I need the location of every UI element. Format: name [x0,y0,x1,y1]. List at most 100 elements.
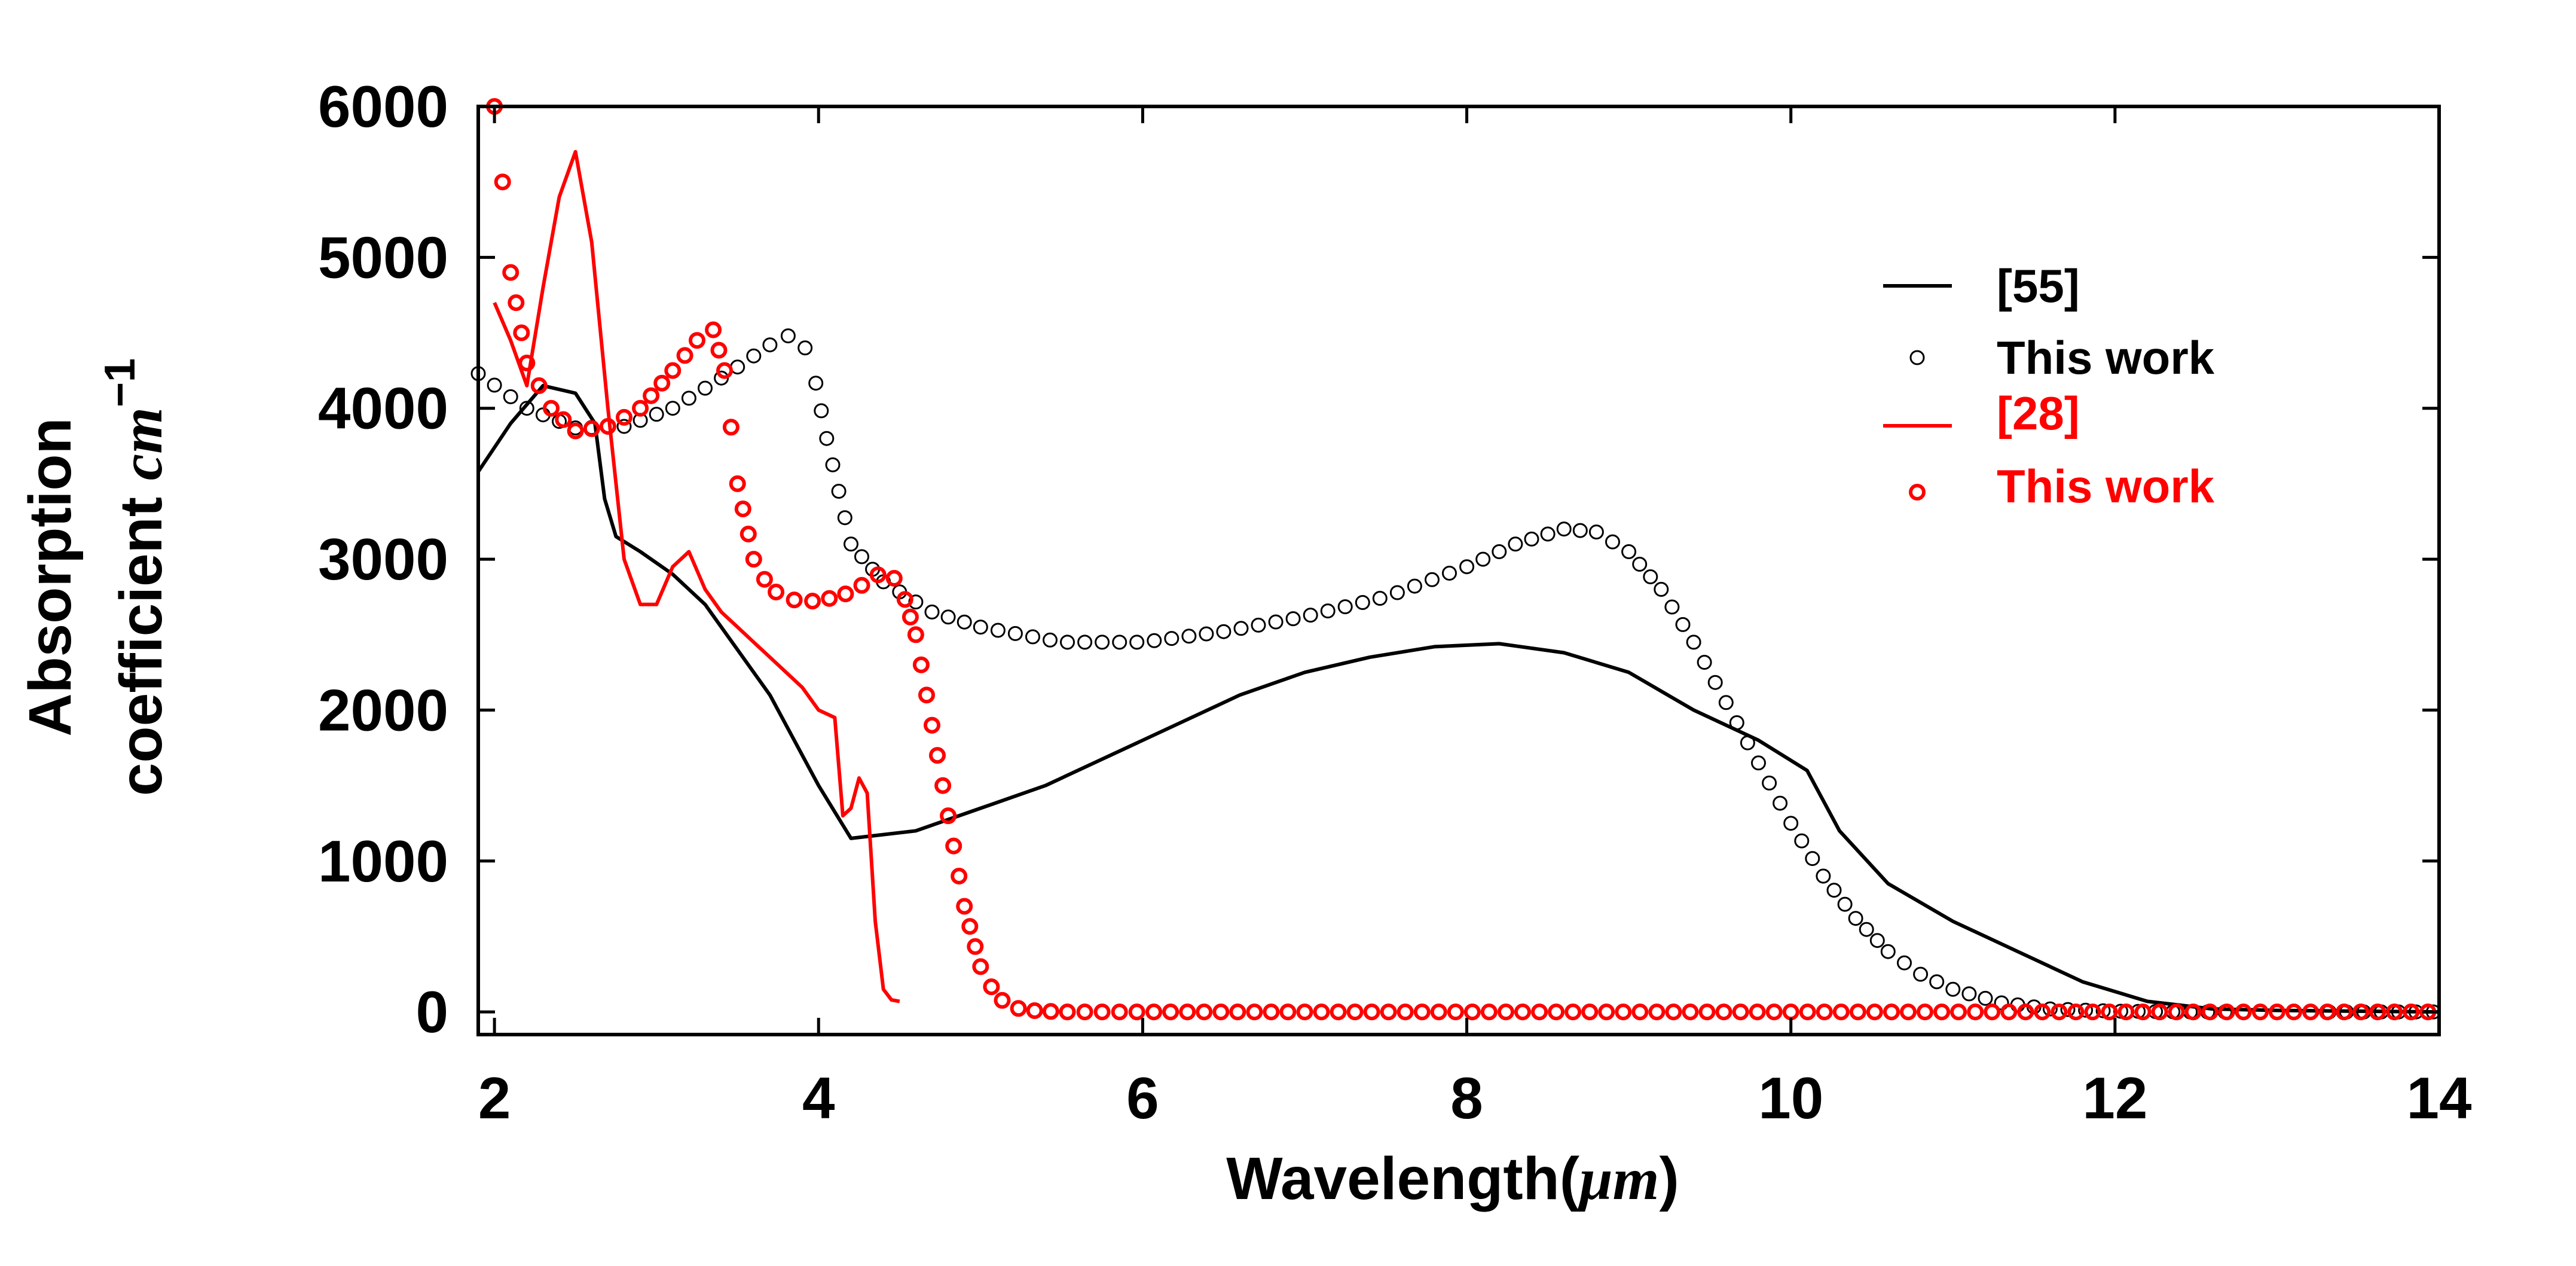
series-point [1749,1003,1766,1021]
series-point [487,377,502,393]
series-point [2151,1003,2168,1021]
series-point [1111,1003,1128,1021]
series-point [1805,851,1820,867]
y-tick-label: 2000 [318,677,448,743]
series-point [1296,1003,1313,1021]
legend: [55] This work [28] This work [1883,260,2215,512]
x-tick-label: 4 [802,1065,835,1131]
series-point [1389,585,1405,600]
series-point [616,408,632,426]
series-point [1007,626,1023,641]
series-point [555,411,572,428]
series-point [1978,990,1993,1006]
series-point [1765,1003,1783,1021]
series-point [689,332,705,349]
series-point [2285,1003,2302,1021]
series-point [746,348,762,364]
x-tick-label: 12 [2082,1065,2147,1131]
series-point [1572,523,1588,538]
series-point [503,389,518,404]
series-point [1430,1003,1447,1021]
series-point [1556,521,1572,537]
series-point [918,687,935,704]
y-tick-label: 4000 [318,376,448,441]
series-point [2042,1001,2058,1017]
series-point [730,359,745,375]
series-point [2319,1003,2336,1021]
series-point [1463,1003,1481,1021]
series-point [740,526,757,542]
series-point [1263,1003,1280,1021]
axis-ticks: 2 4 6 8 10 12 14 0 1000 2000 3000 4000 5000 6000 [318,74,2472,1131]
series-point [530,377,548,394]
series-point [1826,883,1842,898]
series-point [1372,591,1388,606]
series-point [2302,1003,2319,1021]
series-point [1508,536,1523,552]
series-point [1413,1003,1431,1021]
series-point [502,264,520,281]
series-markers-this-work-1 [470,328,2441,1020]
legend-marker-this-work-red [1909,484,1926,501]
series-point [1631,1003,1649,1021]
series-line-55-0 [476,383,2440,1014]
series-point [1984,1003,2001,1021]
series-point [1480,1003,1498,1021]
series-point [518,355,536,371]
series-point [2386,1003,2403,1021]
legend-label-28: [28] [1997,387,2080,440]
plot-series [470,98,2441,1021]
series-point [1093,1003,1111,1021]
series-point [1459,559,1475,575]
series-point [1883,1003,1900,1021]
series-point [804,593,821,610]
series-point [2218,1003,2235,1021]
series-point [2251,1003,2269,1021]
series-point [1950,1003,1967,1021]
series-point [1164,631,1179,646]
x-tick-label: 8 [1450,1065,1483,1131]
series-point [716,362,733,379]
series-point [945,837,962,855]
series-point [983,978,1000,996]
series-point [1233,621,1249,636]
series-point [1783,816,1799,831]
series-point [837,510,852,526]
series-point [729,475,746,492]
series-point [508,294,525,312]
series-point [1077,634,1093,650]
series-point [902,608,919,626]
series-point [2117,1003,2135,1021]
x-tick-label: 14 [2406,1065,2471,1131]
series-point [896,591,913,608]
series-point [2268,1003,2285,1021]
series-point [2034,1003,2051,1021]
series-point [1816,1003,1833,1021]
series-point [1181,629,1197,644]
series-point [2403,1003,2420,1021]
series-point [1199,626,1214,642]
series-point [821,590,838,607]
series-point [1025,629,1040,645]
series-point [1112,634,1127,650]
series-point [825,457,841,472]
series-point [1337,599,1353,615]
series-point [1751,755,1766,771]
series-point [967,938,984,955]
series-point [643,387,660,404]
series-point [1967,1003,1984,1021]
series-point [513,324,530,341]
y-tick-label: 0 [415,979,448,1045]
series-point [1147,633,1162,648]
series-point [1268,614,1284,630]
x-tick-label: 2 [478,1065,511,1131]
series-point [599,418,616,435]
series-point [1145,1003,1163,1021]
legend-marker-this-work-black [1909,350,1925,365]
series-point [1866,1003,1883,1021]
series-point [698,380,713,396]
series-point [2134,1003,2152,1021]
series-point [616,419,632,434]
series-point [1762,775,1777,791]
series-point [705,321,722,338]
